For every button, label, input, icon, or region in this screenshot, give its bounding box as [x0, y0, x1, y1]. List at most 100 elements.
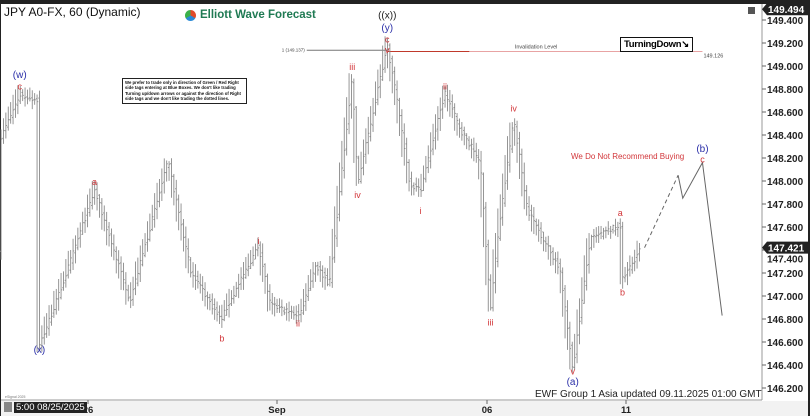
trading-note: We prefer to trade only in direction of … [122, 78, 247, 104]
ohlc-bar [199, 273, 202, 294]
ohlc-bar [254, 243, 257, 260]
ohlc-bar [520, 148, 524, 197]
recommendation-text: We Do Not Recommend Buying [571, 152, 685, 161]
x-tick-label: 11 [621, 405, 632, 416]
ohlc-bar [515, 120, 519, 163]
ohlc-bar [621, 221, 624, 289]
ohlc-bar [388, 43, 392, 82]
ohlc-bar [287, 301, 291, 322]
ohlc-bar [47, 305, 51, 336]
ohlc-bar [436, 106, 440, 141]
ohlc-bar [191, 262, 195, 288]
options-icon[interactable] [4, 402, 12, 412]
wave-label: a [92, 177, 97, 187]
ohlc-bar [35, 94, 39, 352]
ohlc-bar [172, 173, 176, 206]
ohlc-bar [321, 265, 324, 288]
ohlc-bar [122, 262, 125, 291]
ohlc-bar [331, 228, 334, 288]
ohlc-bar [16, 85, 20, 115]
ohlc-bar [206, 291, 209, 310]
ohlc-bar [599, 225, 603, 240]
y-tick-label: 147.800 [767, 200, 804, 211]
ohlc-bar [427, 145, 430, 174]
logo-icon [185, 9, 196, 21]
ohlc-bar [381, 45, 384, 81]
ohlc-bar [506, 136, 509, 190]
ohlc-bar [242, 261, 245, 290]
ohlc-bar [9, 102, 12, 124]
ohlc-bar [28, 87, 32, 102]
ohlc-bar [165, 160, 168, 182]
ohlc-bar [355, 106, 358, 186]
ohlc-bar [314, 261, 317, 282]
ohlc-bar [91, 181, 94, 210]
ohlc-bar [146, 221, 149, 252]
ohlc-bar [249, 250, 252, 270]
ohlc-bar [379, 64, 382, 99]
logo: Elliott Wave Forecast [185, 9, 316, 21]
ohlc-bar [309, 269, 312, 291]
ohlc-bar [283, 306, 286, 316]
y-tick-label: 149.400 [767, 16, 804, 27]
ohlc-bar [525, 185, 528, 216]
y-tick-label: 147.600 [767, 223, 804, 234]
ohlc-bar [285, 303, 288, 321]
ohlc-bar [143, 233, 147, 258]
ohlc-bar [573, 333, 576, 370]
ohlc-bar [467, 136, 471, 151]
ohlc-bar [496, 208, 500, 268]
ohlc-bar [290, 305, 293, 319]
wave-label: b [620, 288, 625, 298]
ohlc-bar [487, 239, 490, 312]
ohlc-bar [311, 262, 315, 288]
ohlc-bar [247, 253, 250, 277]
ohlc-bar [419, 173, 423, 197]
ohlc-bar [463, 126, 466, 146]
price-label: 147.421 [768, 244, 805, 255]
ohlc-bar [611, 224, 615, 234]
ohlc-bar [79, 222, 82, 248]
ohlc-bar [383, 36, 387, 73]
ohlc-bar [98, 194, 101, 218]
ohlc-bar [211, 293, 214, 315]
ohlc-bar [38, 90, 41, 352]
ohlc-bar [347, 73, 351, 135]
ohlc-bar [316, 261, 320, 276]
ohlc-bar [215, 301, 219, 322]
ohlc-bar [537, 219, 540, 242]
ohlc-bar [503, 155, 507, 207]
ohlc-bar [213, 298, 216, 320]
ohlc-bar [587, 233, 591, 274]
ohlc-bar [465, 133, 468, 150]
wave-label: (y) [381, 23, 393, 34]
ohlc-bar [263, 263, 267, 294]
wave-label: i [420, 206, 422, 216]
ohlc-bar [395, 80, 399, 124]
ohlc-bar [359, 151, 363, 184]
chart-title: JPY A0-FX, 60 (Dynamic) [4, 5, 141, 19]
ohlc-bar [273, 296, 276, 317]
ohlc-bar [407, 159, 411, 192]
ohlc-bar [410, 171, 413, 196]
projection-dashed-path [644, 175, 679, 248]
ohlc-bar [527, 196, 531, 221]
chart-settings-icon[interactable] [748, 7, 755, 14]
ohlc-bar [59, 272, 63, 300]
ohlc-bar [43, 316, 46, 345]
ohlc-bar [350, 74, 353, 119]
wave-label: ((x)) [378, 10, 396, 21]
ohlc-bar [542, 231, 545, 252]
ohlc-bar [501, 173, 504, 226]
y-tick-label: 148.200 [767, 154, 804, 165]
ohlc-bar [170, 158, 173, 198]
ohlc-bar [275, 298, 279, 313]
ohlc-bar [218, 305, 221, 325]
ohlc-bar [518, 131, 521, 179]
ohlc-bar [57, 278, 60, 311]
ohlc-bar [0, 129, 3, 260]
ohlc-bar [491, 249, 495, 312]
ohlc-bar [595, 227, 598, 243]
ohlc-bar [261, 243, 264, 282]
